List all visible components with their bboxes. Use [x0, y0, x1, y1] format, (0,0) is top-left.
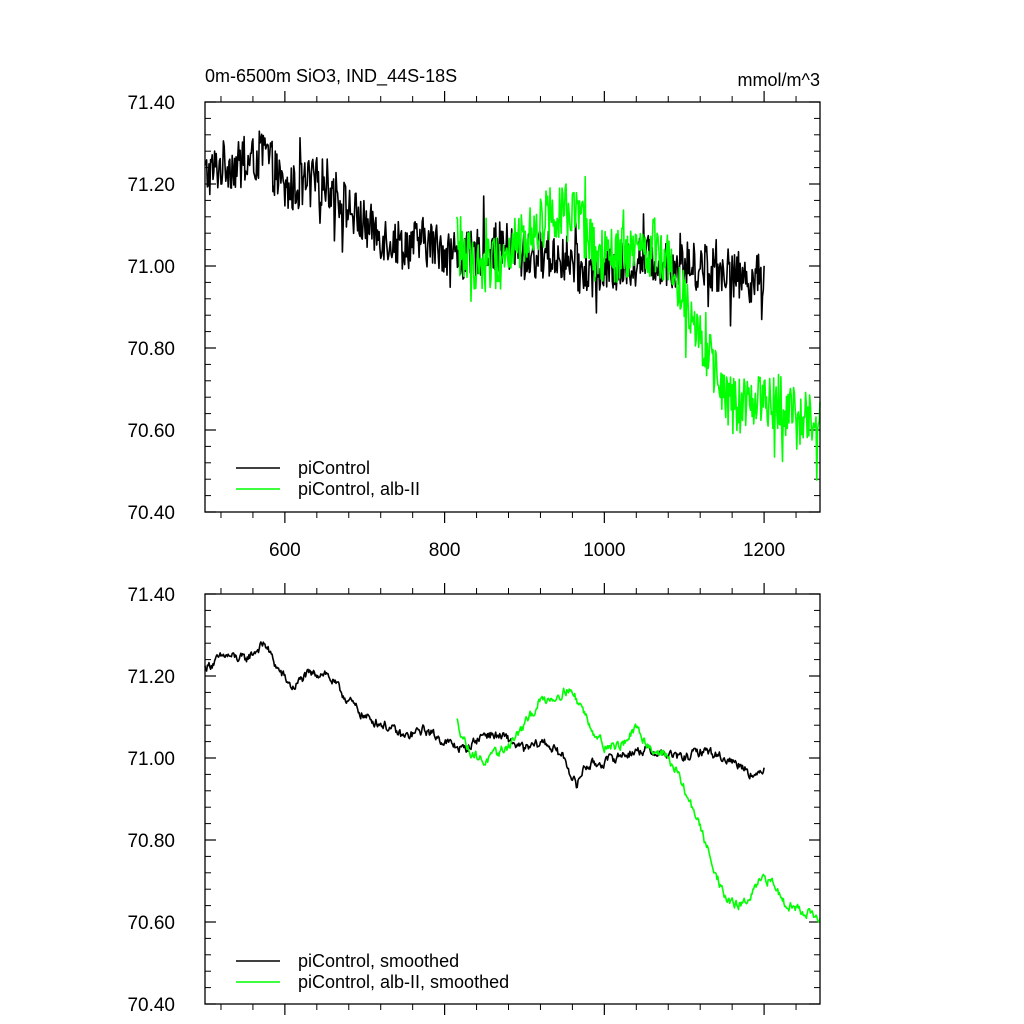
y-tick-label: 71.40 — [127, 93, 175, 114]
y-tick-label: 71.00 — [127, 257, 175, 278]
y-tick-label: 70.80 — [127, 339, 175, 360]
axis-ticks: 70.40 70.60 70.80 71.00 71.20 71.40 600 800 1000… — [127, 91, 820, 561]
plot-frame — [204, 101, 821, 513]
plot-lines — [204, 641, 821, 923]
y-tick-label: 71.00 — [127, 749, 175, 770]
x-tick-label: 800 — [429, 540, 461, 561]
series-line-picontrol — [204, 130, 765, 327]
y-tick-label: 71.40 — [127, 585, 175, 606]
bottom-panel: 70.40 70.60 70.80 71.00 71.20 71.40 piControl… — [127, 583, 821, 1016]
y-tick-label: 70.40 — [127, 503, 175, 524]
top-panel: 0m-6500m SiO3, IND_44S-18S mmol/m^3 70.4… — [127, 66, 821, 561]
y-tick-label: 70.60 — [127, 421, 175, 442]
legend-label-alb-ii-smoothed: piControl, alb-II, smoothed — [298, 972, 509, 992]
series-line-picontrol-alb-ii-smoothed — [456, 687, 821, 923]
x-tick-label: 1000 — [583, 540, 625, 561]
y-tick-label: 70.80 — [127, 831, 175, 852]
y-tick-label: 70.60 — [127, 913, 175, 934]
series-line-picontrol-alb-ii — [455, 175, 821, 481]
chart-title: 0m-6500m SiO3, IND_44S-18S — [205, 66, 457, 87]
legend-label-picontrol-smoothed: piControl, smoothed — [298, 951, 459, 971]
legend-label-picontrol: piControl — [298, 458, 370, 478]
series-line-picontrol-smoothed — [204, 641, 765, 789]
legend-label-alb-ii: piControl, alb-II — [298, 479, 420, 499]
y-tick-label: 71.20 — [127, 667, 175, 688]
y-tick-label: 71.20 — [127, 175, 175, 196]
x-tick-label: 600 — [269, 540, 301, 561]
legend: piControl, smoothed piControl, alb-II, s… — [236, 951, 509, 992]
y-tick-label: 70.40 — [127, 995, 175, 1016]
plot-frame — [204, 593, 821, 1005]
plot-lines — [204, 130, 821, 481]
legend: piControl piControl, alb-II — [236, 458, 420, 499]
units-label: mmol/m^3 — [738, 70, 820, 90]
x-tick-label: 1200 — [743, 540, 785, 561]
